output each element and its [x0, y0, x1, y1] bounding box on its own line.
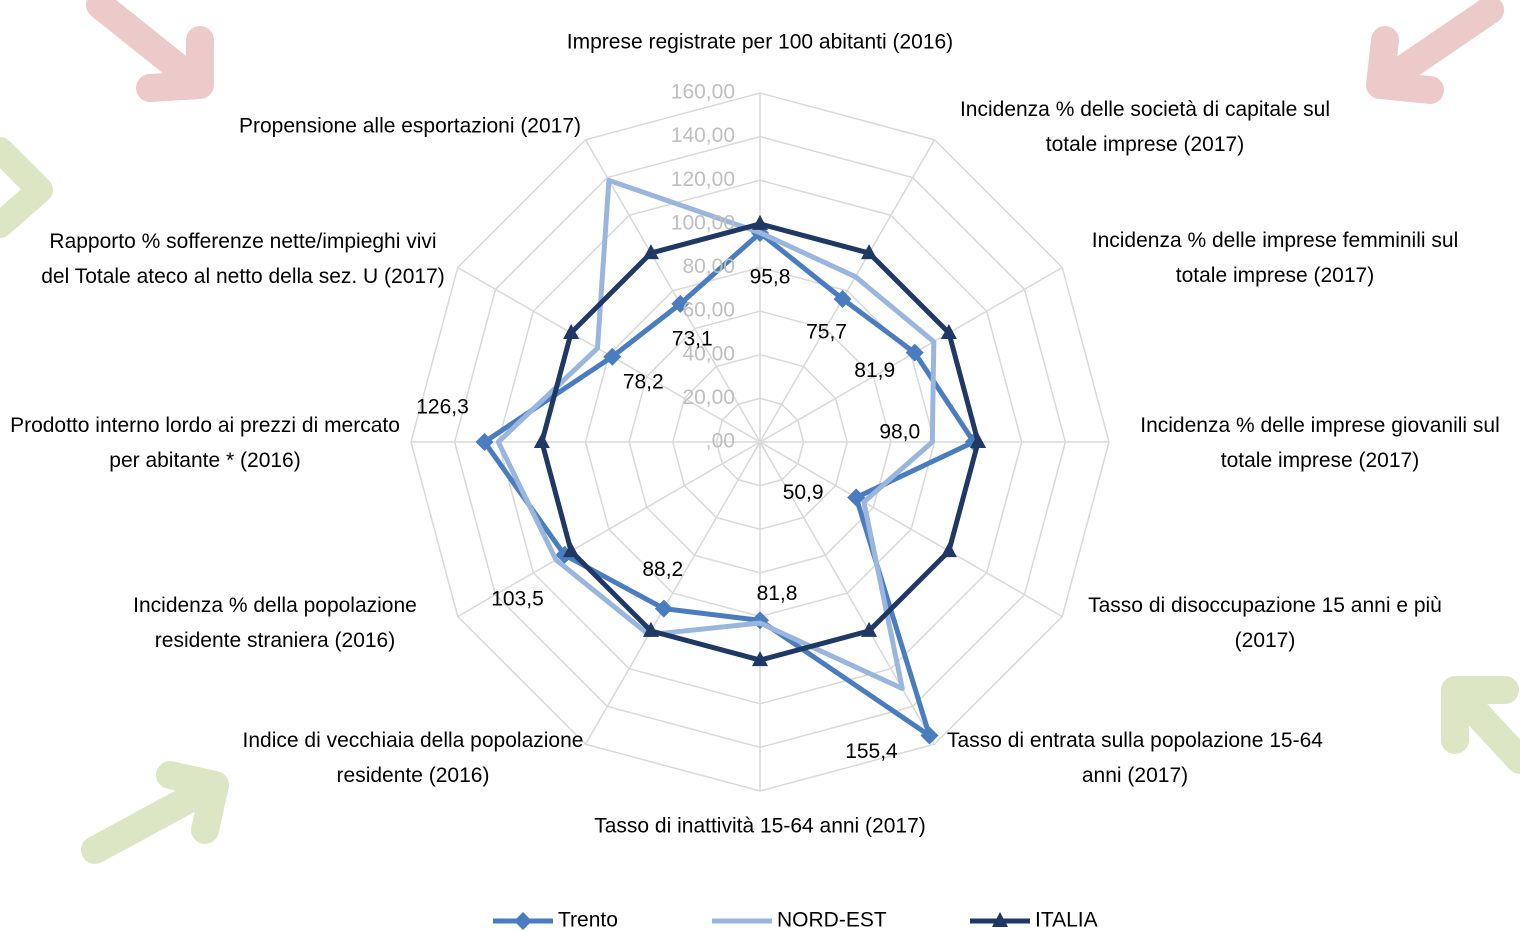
category-label: Tasso di entrata sulla popolazione 15-64… — [925, 723, 1345, 793]
category-label: Propensione alle esportazioni (2017) — [230, 109, 590, 144]
arrow-decoration — [1380, 10, 1490, 90]
category-label: Prodotto interno lordo ai prezzi di merc… — [5, 408, 405, 478]
page: Radar body { margin: 0; background: #fff… — [0, 0, 1520, 932]
y-tick-label: 60,00 — [682, 299, 735, 322]
arrow-decoration — [100, 5, 200, 88]
chart: ,0020,0040,0060,0080,00100,00120,00140,0… — [0, 0, 1520, 932]
y-tick-label: 100,00 — [671, 211, 735, 234]
y-tick-label: 20,00 — [682, 386, 735, 409]
value-label: 95,8 — [750, 266, 791, 289]
y-tick-label: 120,00 — [671, 168, 735, 191]
value-label: 88,2 — [642, 558, 683, 581]
legend-label: ITALIA — [1035, 909, 1098, 932]
category-label: Incidenza % delle società di capitale su… — [935, 92, 1355, 162]
marker — [941, 542, 957, 557]
arrow-decoration — [95, 775, 215, 850]
legend-marker — [514, 912, 532, 930]
value-label: 73,1 — [672, 327, 713, 350]
legend-label: NORD-EST — [777, 909, 887, 932]
marker — [534, 433, 550, 448]
category-label: Tasso di disoccupazione 15 anni e più (2… — [1065, 588, 1465, 658]
value-label: 81,9 — [854, 359, 895, 382]
value-label: 75,7 — [806, 321, 847, 344]
category-label: Imprese registrate per 100 abitanti (201… — [550, 25, 970, 60]
category-label: Incidenza % delle imprese femminili sul … — [1065, 223, 1485, 293]
y-tick-label: 80,00 — [682, 255, 735, 278]
value-label: 126,3 — [416, 396, 469, 419]
y-tick-label: 140,00 — [671, 124, 735, 147]
category-label: Tasso di inattività 15-64 anni (2017) — [540, 809, 980, 844]
value-label: 78,2 — [623, 370, 664, 393]
value-label: 155,4 — [845, 740, 898, 763]
value-label: 50,9 — [783, 481, 824, 504]
arrow-decoration — [0, 150, 40, 225]
category-label: Indice di vecchiaia della popolazione re… — [233, 723, 593, 793]
category-label: Incidenza % delle imprese giovanili sul … — [1120, 408, 1520, 478]
value-label: 103,5 — [491, 587, 544, 610]
legend-label: Trento — [558, 909, 618, 932]
value-label: 98,0 — [879, 421, 920, 444]
value-label: 81,8 — [757, 582, 798, 605]
marker — [752, 215, 768, 230]
category-label: Incidenza % della popolazione residente … — [95, 588, 455, 658]
y-tick-label: 160,00 — [671, 81, 735, 104]
arrow-decoration — [1455, 690, 1520, 760]
marker — [655, 600, 673, 618]
y-tick-label: ,00 — [706, 430, 735, 453]
category-label: Rapporto % sofferenze nette/impieghi viv… — [33, 224, 453, 294]
